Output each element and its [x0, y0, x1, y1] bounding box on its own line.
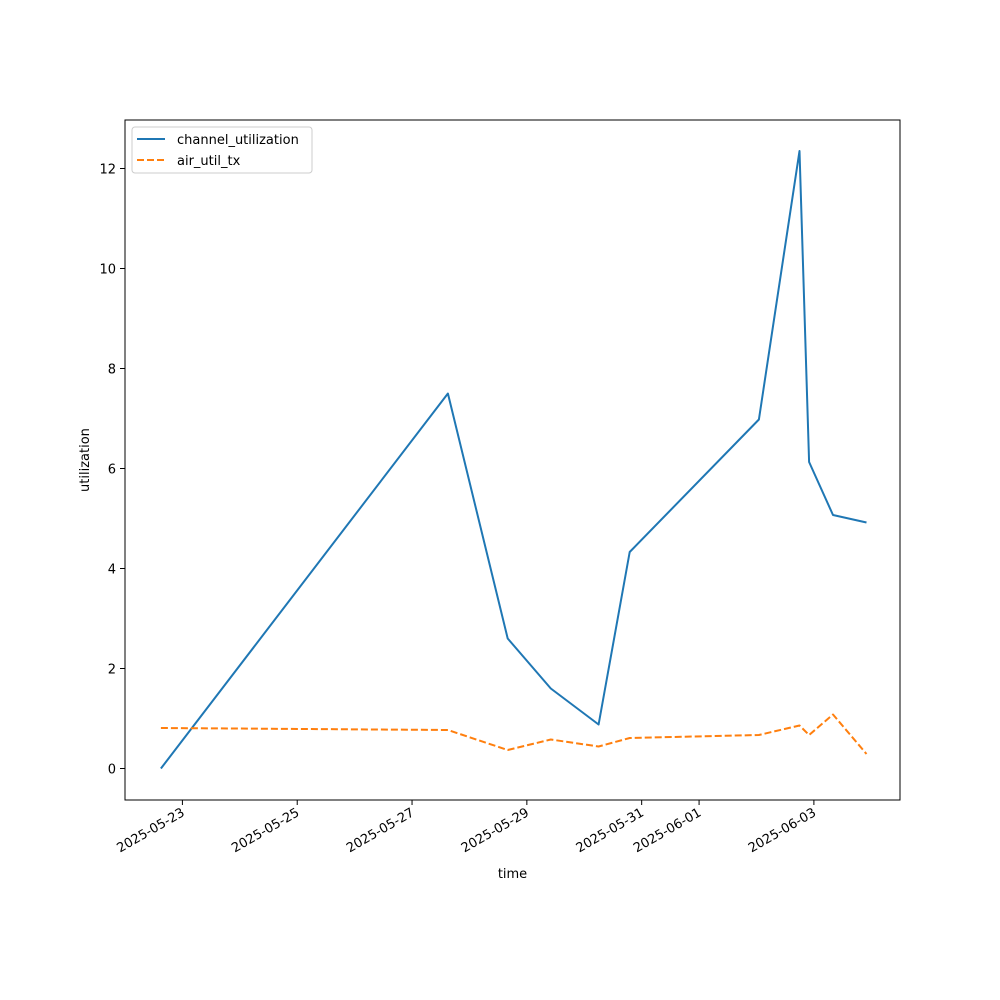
y-axis: 0 2 4 6 8 10 12: [99, 163, 125, 778]
legend-label: air_util_tx: [177, 154, 241, 169]
series-line-channel_utilization: [160, 150, 867, 770]
y-tick-label: 0: [108, 763, 116, 778]
legend-label: channel_utilization: [177, 133, 299, 148]
y-axis-label: utilization: [78, 428, 93, 492]
plot-lines: [160, 150, 868, 770]
x-axis-label: time: [498, 867, 527, 882]
legend: channel_utilization air_util_tx: [131, 126, 313, 174]
y-tick-label: 4: [108, 563, 116, 578]
y-tick-label: 10: [99, 263, 116, 278]
y-tick-label: 12: [99, 163, 116, 178]
y-tick-label: 8: [108, 363, 116, 378]
series-line-air_util_tx: [160, 713, 868, 755]
plot-area-frame: [124, 119, 901, 801]
legend-box: [131, 126, 313, 174]
y-tick-label: 6: [108, 463, 116, 478]
y-tick-label: 2: [108, 663, 116, 678]
